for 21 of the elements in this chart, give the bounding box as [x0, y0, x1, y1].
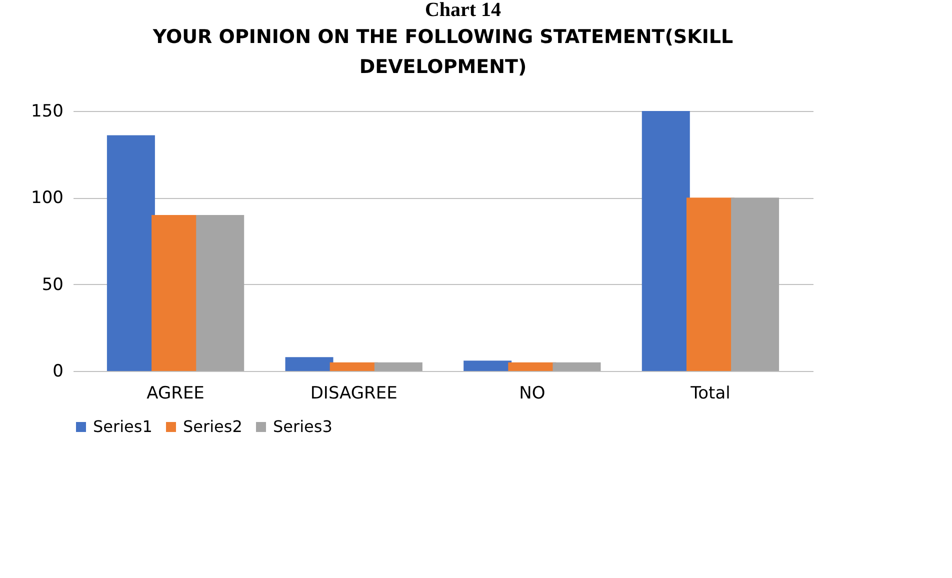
y-tick-label: 150: [31, 102, 64, 122]
bar: [552, 362, 601, 371]
bar: [374, 362, 422, 371]
legend-label: Series3: [273, 417, 332, 436]
x-tick-label: Total: [690, 384, 730, 404]
bar: [196, 215, 244, 371]
bar: [285, 357, 334, 371]
legend-label: Series2: [183, 417, 242, 436]
y-tick-label: 50: [42, 274, 64, 295]
chart-title: YOUR OPINION ON THE FOLLOWING STATEMENT(SKILL DEVELOPMENT): [152, 26, 734, 78]
bar: [731, 198, 780, 371]
x-tick-label: NO: [519, 384, 546, 404]
x-tick-label: AGREE: [146, 384, 204, 404]
legend-label: Series1: [93, 417, 152, 436]
bar: [642, 111, 690, 371]
y-tick-label: 100: [31, 188, 64, 208]
x-tick-label: DISAGREE: [310, 384, 398, 404]
bar: [464, 360, 512, 371]
y-tick-label: 0: [52, 362, 64, 382]
caption: Chart 14: [424, 0, 502, 21]
bar: [106, 135, 155, 371]
